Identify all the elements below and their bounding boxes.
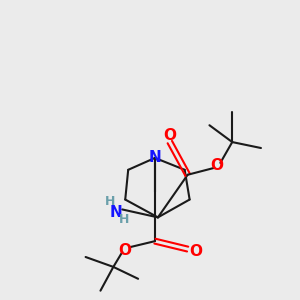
- Text: N: N: [148, 150, 161, 165]
- Text: H: H: [105, 195, 116, 208]
- Text: O: O: [119, 243, 132, 258]
- Text: O: O: [163, 128, 176, 142]
- Text: H: H: [119, 213, 129, 226]
- Text: O: O: [210, 158, 223, 173]
- Text: N: N: [110, 205, 123, 220]
- Text: O: O: [189, 244, 202, 259]
